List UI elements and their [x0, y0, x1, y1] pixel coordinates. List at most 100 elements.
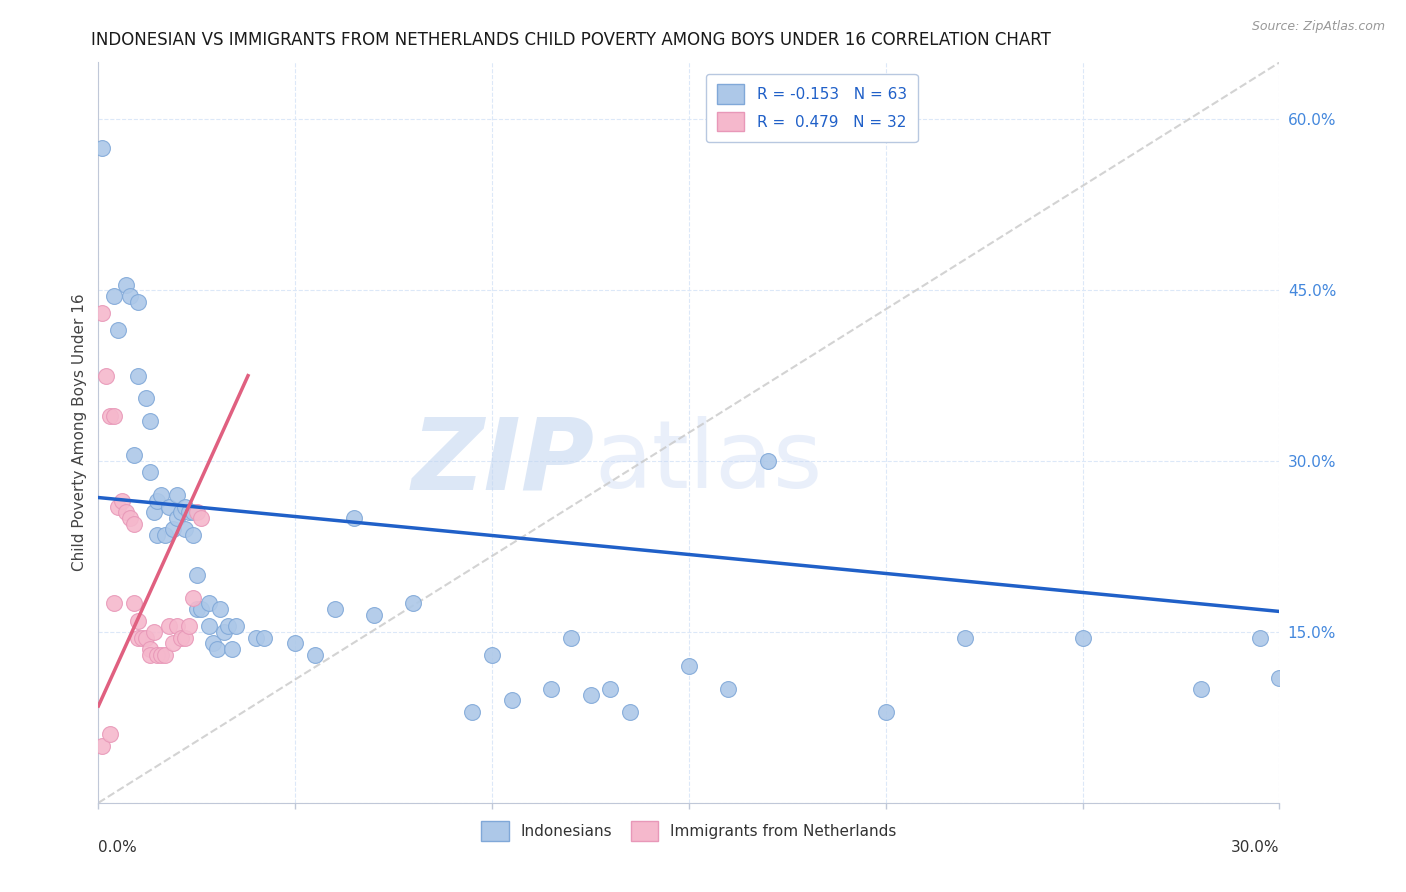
Point — [560, 631, 582, 645]
Point — [146, 494, 169, 508]
Point — [131, 631, 153, 645]
Point — [284, 636, 307, 650]
Point — [115, 505, 138, 519]
Point — [225, 619, 247, 633]
Point — [127, 294, 149, 309]
Point — [115, 277, 138, 292]
Point — [91, 141, 114, 155]
Point — [186, 568, 208, 582]
Point — [170, 505, 193, 519]
Point — [127, 368, 149, 383]
Y-axis label: Child Poverty Among Boys Under 16: Child Poverty Among Boys Under 16 — [72, 293, 87, 572]
Point — [127, 631, 149, 645]
Point — [245, 631, 267, 645]
Point — [174, 523, 197, 537]
Point — [157, 619, 180, 633]
Point — [174, 500, 197, 514]
Point — [181, 528, 204, 542]
Point — [953, 631, 976, 645]
Point — [166, 619, 188, 633]
Point — [501, 693, 523, 707]
Text: INDONESIAN VS IMMIGRANTS FROM NETHERLANDS CHILD POVERTY AMONG BOYS UNDER 16 CORR: INDONESIAN VS IMMIGRANTS FROM NETHERLAND… — [91, 31, 1052, 49]
Point — [150, 488, 173, 502]
Text: atlas: atlas — [595, 417, 823, 508]
Text: Source: ZipAtlas.com: Source: ZipAtlas.com — [1251, 20, 1385, 33]
Text: 30.0%: 30.0% — [1232, 840, 1279, 855]
Point — [103, 289, 125, 303]
Point — [1268, 671, 1291, 685]
Point — [146, 528, 169, 542]
Point — [214, 624, 236, 639]
Point — [181, 591, 204, 605]
Point — [756, 454, 779, 468]
Point — [135, 631, 157, 645]
Point — [190, 602, 212, 616]
Point — [678, 659, 700, 673]
Point — [217, 619, 239, 633]
Point — [717, 681, 740, 696]
Point — [162, 523, 184, 537]
Point — [155, 648, 177, 662]
Point — [461, 705, 484, 719]
Point — [135, 392, 157, 406]
Point — [619, 705, 641, 719]
Point — [875, 705, 897, 719]
Point — [138, 648, 160, 662]
Point — [98, 409, 121, 423]
Point — [1071, 631, 1094, 645]
Point — [253, 631, 276, 645]
Point — [1189, 681, 1212, 696]
Point — [343, 511, 366, 525]
Point — [138, 466, 160, 480]
Point — [304, 648, 326, 662]
Text: 0.0%: 0.0% — [98, 840, 138, 855]
Point — [127, 614, 149, 628]
Point — [579, 688, 602, 702]
Point — [122, 516, 145, 531]
Point — [96, 368, 118, 383]
Point — [209, 602, 232, 616]
Point — [155, 528, 177, 542]
Point — [540, 681, 562, 696]
Point — [323, 602, 346, 616]
Point — [205, 642, 228, 657]
Point — [142, 505, 165, 519]
Point — [122, 597, 145, 611]
Point — [162, 636, 184, 650]
Point — [98, 727, 121, 741]
Point — [142, 624, 165, 639]
Point — [91, 306, 114, 320]
Point — [166, 488, 188, 502]
Point — [481, 648, 503, 662]
Point — [118, 511, 141, 525]
Point — [157, 500, 180, 514]
Text: ZIP: ZIP — [412, 414, 595, 511]
Point — [599, 681, 621, 696]
Point — [138, 642, 160, 657]
Point — [186, 505, 208, 519]
Point — [138, 414, 160, 428]
Point — [150, 648, 173, 662]
Point — [107, 323, 129, 337]
Point — [146, 648, 169, 662]
Point — [1249, 631, 1271, 645]
Point — [181, 505, 204, 519]
Point — [402, 597, 425, 611]
Point — [166, 511, 188, 525]
Point — [186, 602, 208, 616]
Point — [174, 631, 197, 645]
Point — [363, 607, 385, 622]
Point — [122, 449, 145, 463]
Point — [118, 289, 141, 303]
Point — [111, 494, 134, 508]
Point — [221, 642, 243, 657]
Point — [177, 505, 200, 519]
Point — [103, 597, 125, 611]
Point — [201, 636, 224, 650]
Point — [107, 500, 129, 514]
Point — [197, 619, 219, 633]
Point — [91, 739, 114, 753]
Point — [177, 619, 200, 633]
Point — [103, 409, 125, 423]
Legend: Indonesians, Immigrants from Netherlands: Indonesians, Immigrants from Netherlands — [475, 815, 903, 847]
